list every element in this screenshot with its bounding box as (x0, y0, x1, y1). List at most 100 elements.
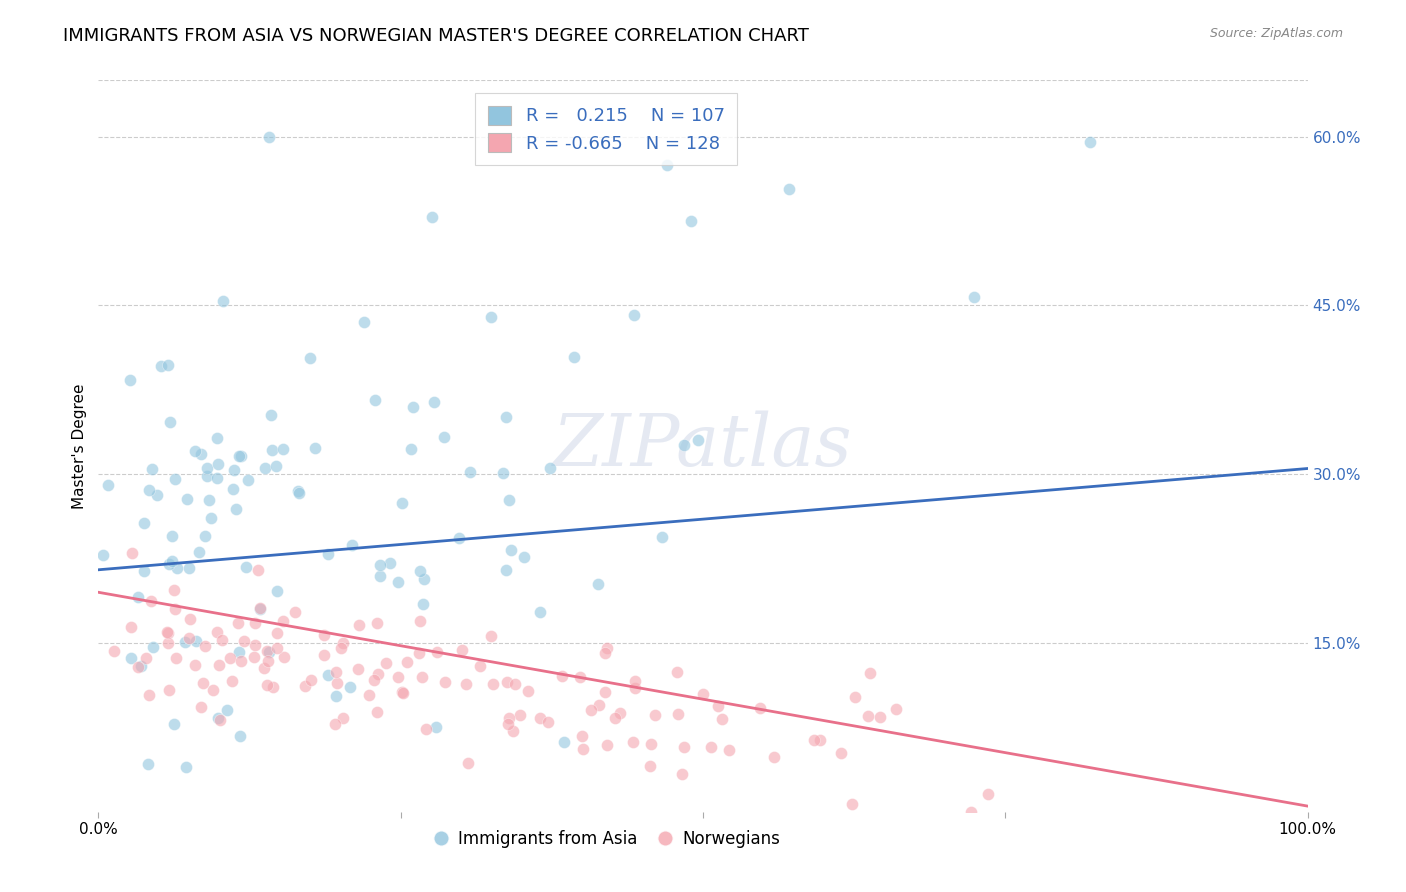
Point (326, 676, 349, 690)
Point (138, 483, 160, 497)
Point (325, 665, 347, 680)
Point (273, 614, 295, 628)
Point (166, 561, 188, 575)
Point (841, 797, 863, 811)
Point (368, 558, 391, 572)
Point (142, 640, 165, 655)
Point (447, 531, 470, 545)
Point (366, 705, 388, 719)
Point (803, 732, 825, 747)
Point (359, 688, 381, 702)
Point (257, 645, 280, 659)
Point (638, 759, 661, 773)
Point (353, 315, 375, 329)
Point (830, 746, 852, 760)
Point (238, 473, 260, 487)
Point (179, 631, 201, 645)
Point (215, 703, 238, 717)
Point (409, 615, 432, 629)
Point (509, 708, 531, 723)
Point (778, 182, 800, 196)
Point (260, 408, 283, 422)
Point (529, 605, 551, 619)
Point (482, 676, 505, 690)
Point (412, 573, 434, 587)
Point (157, 359, 180, 373)
Point (409, 564, 432, 578)
Point (366, 615, 388, 630)
Point (495, 675, 517, 690)
Point (425, 645, 447, 659)
Point (387, 574, 409, 589)
Point (869, 710, 891, 724)
Point (963, 290, 986, 304)
Point (127, 591, 149, 605)
Point (387, 670, 409, 684)
Point (299, 673, 322, 687)
Point (260, 443, 283, 458)
Point (495, 409, 517, 424)
Point (127, 660, 149, 674)
Point (138, 688, 160, 702)
Point (391, 495, 413, 509)
Point (672, 740, 695, 755)
Point (256, 643, 278, 657)
Point (162, 583, 184, 598)
Point (562, 350, 585, 364)
Point (517, 684, 540, 698)
Point (624, 681, 647, 696)
Point (569, 670, 592, 684)
Point (808, 732, 831, 747)
Point (193, 676, 215, 690)
Point (749, 701, 772, 715)
Point (273, 442, 295, 456)
Point (411, 670, 433, 684)
Point (415, 722, 437, 736)
Point (134, 564, 156, 578)
Legend: Immigrants from Asia, Norwegians: Immigrants from Asia, Norwegians (426, 823, 786, 855)
Point (225, 502, 247, 516)
Point (197, 493, 219, 508)
Point (135, 651, 157, 665)
Point (644, 707, 666, 722)
Point (364, 393, 387, 408)
Point (586, 577, 609, 591)
Point (856, 709, 879, 723)
Point (347, 662, 370, 676)
Point (287, 484, 309, 499)
Point (340, 538, 363, 552)
Point (174, 760, 197, 774)
Point (207, 711, 229, 725)
Point (621, 734, 644, 748)
Point (97, 478, 120, 492)
Point (671, 767, 693, 781)
Point (537, 714, 560, 729)
Point (884, 702, 907, 716)
Point (284, 605, 307, 619)
Point (553, 735, 575, 749)
Point (243, 615, 266, 630)
Point (211, 632, 233, 647)
Point (219, 651, 242, 665)
Point (550, 669, 572, 683)
Point (205, 431, 228, 445)
Point (288, 486, 311, 500)
Point (596, 738, 619, 752)
Point (157, 558, 180, 572)
Point (977, 787, 1000, 801)
Point (513, 549, 536, 564)
Point (201, 683, 224, 698)
Y-axis label: Master's Degree: Master's Degree (72, 384, 87, 508)
Point (266, 583, 288, 598)
Point (229, 729, 252, 743)
Point (146, 488, 169, 502)
Point (666, 706, 689, 721)
Point (195, 461, 218, 475)
Point (588, 698, 610, 712)
Point (402, 400, 425, 414)
Point (156, 624, 179, 639)
Point (470, 658, 492, 673)
Point (450, 643, 472, 657)
Point (706, 699, 728, 714)
Point (157, 626, 180, 640)
